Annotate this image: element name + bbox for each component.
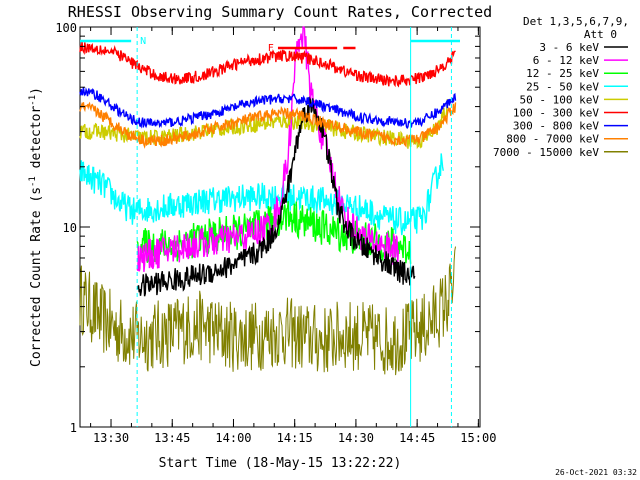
legend-label-50-100-kev: 50 - 100 keV	[520, 93, 600, 106]
series-layer	[79, 26, 457, 376]
x-tick-label: 14:15	[277, 431, 313, 445]
series-6-12-kev-line	[136, 26, 400, 272]
legend-label-3-6-kev: 3 - 6 keV	[539, 41, 599, 54]
night-flag-label: N	[140, 36, 146, 47]
legend-label-300-800-kev: 300 - 800 keV	[513, 120, 599, 133]
legend-label-7000-15000-kev: 7000 - 15000 keV	[493, 146, 599, 159]
x-tick-label: 15:00	[460, 431, 496, 445]
legend-header-line2: Att 0	[584, 28, 617, 41]
x-axis-title: Start Time (18-May-15 13:22:22)	[159, 456, 402, 471]
x-tick-label: 13:30	[93, 431, 129, 445]
series-800-7000-kev-line	[79, 101, 457, 149]
series-7000-15000-kev-line	[79, 246, 456, 376]
x-tick-label: 14:00	[215, 431, 251, 445]
legend-header-line1: Det 1,3,5,6,7,9,	[523, 15, 629, 28]
x-tick-label: 14:45	[399, 431, 435, 445]
legend-label-100-300-kev: 100 - 300 keV	[513, 107, 599, 120]
overlay-layer: NF	[80, 27, 460, 427]
series-100-300-kev-line	[79, 41, 456, 88]
chart-title: RHESSI Observing Summary Count Rates, Co…	[68, 3, 492, 21]
y-tick-label: 1	[70, 421, 77, 435]
series-300-800-kev-line	[79, 87, 457, 130]
flare-flag-label: F	[268, 43, 274, 54]
series-3-6-kev-line	[136, 96, 416, 297]
x-tick-label: 14:30	[338, 431, 374, 445]
timestamp: 26-Oct-2021 03:32	[555, 468, 637, 477]
legend-label-6-12-kev: 6 - 12 keV	[533, 54, 600, 67]
y-tick-label: 10	[63, 221, 77, 235]
legend-label-25-50-kev: 25 - 50 keV	[526, 80, 599, 93]
axis-layer: 13:30 13:45 14:00 14:15 14:30 14:45 15:00 1 10 10…	[55, 21, 496, 445]
y-tick-label: 100	[55, 21, 77, 35]
legend-label-12-25-kev: 12 - 25 keV	[526, 67, 599, 80]
x-tick-label: 13:45	[154, 431, 190, 445]
y-axis-title: Corrected Count Rate (s-1 detector-1)	[28, 87, 44, 367]
series-25-50-kev-line	[79, 153, 444, 236]
legend-label-800-7000-kev: 800 - 7000 keV	[506, 133, 599, 146]
